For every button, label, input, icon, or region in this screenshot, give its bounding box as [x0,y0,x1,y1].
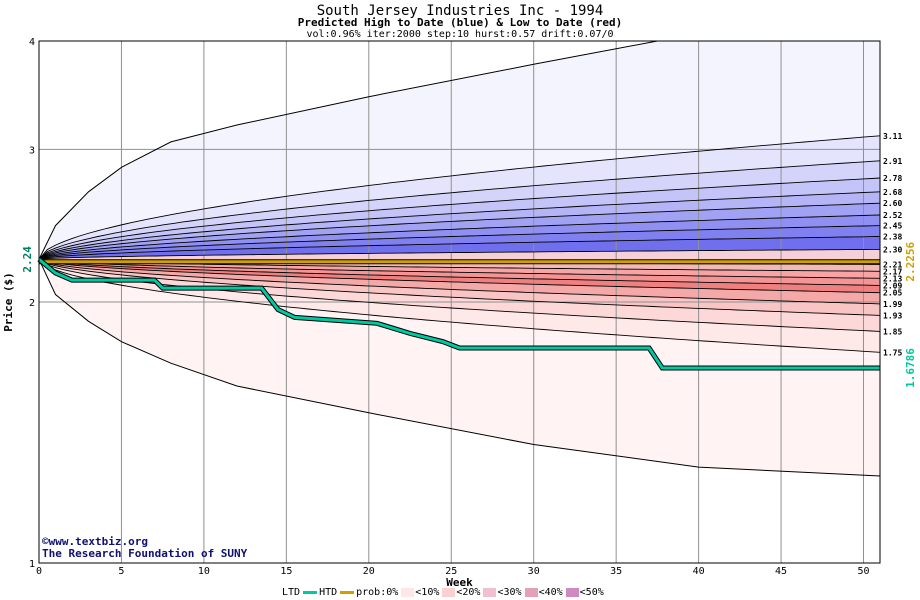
right-label-5: 2.52 [883,211,902,220]
right-label-6: 2.45 [883,222,902,231]
right-label-8: 2.30 [883,245,902,254]
x-tick-45: 45 [775,566,787,577]
right-label-4: 2.60 [883,199,902,208]
y-tick-3: 3 [29,145,35,156]
contour-11 [38,258,881,279]
band-high-3 [39,178,880,260]
start-price-label: 2.24 [21,246,34,273]
band-low-3 [39,259,880,293]
band-high-1 [39,135,880,260]
band-low-7 [39,259,880,353]
x-tick-20: 20 [363,566,375,577]
right-label-13: 2.05 [883,289,902,298]
x-tick-40: 40 [693,566,705,577]
legend-swatch-40 [524,588,538,597]
right-label-12: 2.09 [883,281,902,290]
y-axis-label: Price ($) [2,272,15,332]
legend-ltd-swatch [303,591,318,594]
series-end-label-ltd: 1.6786 [904,348,917,388]
band-high-5 [39,203,880,260]
series-lines [37,257,880,371]
contour-3 [38,191,881,260]
right-label-1: 2.91 [883,157,902,166]
contour-outer-low [38,259,881,477]
contour-1 [38,160,881,260]
chart-title: South Jersey Industries Inc - 1994 [316,3,604,19]
band-high-0 [39,41,880,260]
band-high-2 [39,160,880,260]
band-low-outer [39,259,880,476]
legend-swatch-10 [401,588,415,597]
legend-item-20: <20% [456,587,481,598]
plot-frame [38,40,881,564]
contour-6 [38,225,881,260]
band-high-7 [39,225,880,260]
x-tick-0: 0 [36,566,42,577]
contour-7 [38,236,881,260]
x-tick-25: 25 [445,566,457,577]
series-ltd [38,258,880,370]
band-high-6 [39,215,880,260]
x-tick-15: 15 [280,566,292,577]
right-label-16: 1.85 [883,327,902,336]
legend-item-10: <10% [415,587,440,598]
x-tick-35: 35 [610,566,622,577]
y-tick-2: 2 [29,298,35,309]
x-tick-30: 30 [528,566,540,577]
contour-13 [38,258,881,294]
axis-labels: 0 5 10 15 20 25 30 35 40 45 50 1 2 3 4 Week Price ($) 2.2… [2,37,917,589]
right-label-10: 2.17 [883,267,902,276]
right-label-2: 2.78 [883,174,902,183]
chart-parameters: vol:0.96% iter:2000 step:10 hurst:0.57 d… [306,29,614,40]
band-low-1 [39,259,880,279]
contour-15 [38,258,881,316]
contour-0 [38,135,881,260]
legend-item-40: <40% [538,587,563,598]
contour-4 [38,202,881,260]
legend-item-30: <30% [497,587,522,598]
chart-subtitle: Predicted High to Date (blue) & Low to D… [297,16,623,29]
x-tick-10: 10 [198,566,210,577]
contour-14 [38,258,881,305]
band-low-4 [39,259,880,304]
band-high-8 [39,236,880,260]
legend-ltd-label: LTD [282,587,301,598]
contour-8 [38,248,880,260]
copyright-text: ©www.textbiz.org [42,535,148,548]
x-tick-5: 5 [118,566,124,577]
right-label-11: 2.13 [883,274,902,283]
right-label-14: 1.99 [883,300,902,309]
legend: LTD HTD prob:0% <10% <20% <30% <40% <50% [282,587,605,598]
band-low-5 [39,259,880,316]
probability-bands [39,41,880,476]
contour-12 [38,258,881,286]
y-tick-4: 4 [29,37,35,48]
legend-swatch-20 [442,588,456,597]
right-label-17: 1.75 [883,348,902,357]
right-label-0: 3.11 [883,132,902,141]
right-label-7: 2.38 [883,232,902,241]
legend-prob-label: prob:0% [356,587,399,598]
legend-htd-swatch [340,591,355,594]
band-high-4 [39,191,880,260]
right-label-3: 2.68 [883,188,902,197]
axes [38,40,881,564]
contour-17 [38,258,881,353]
legend-swatch-30 [483,588,497,597]
x-axis-label: Week [446,576,473,589]
band-low-6 [39,259,880,332]
legend-swatch-50 [565,588,579,597]
right-label-15: 1.93 [883,311,902,320]
right-label-9: 2.21 [883,260,902,269]
x-tick-50: 50 [857,566,869,577]
y-tick-1: 1 [29,559,35,570]
legend-htd-label: HTD [319,587,338,598]
organization-text: The Research Foundation of SUNY [42,547,248,560]
contour-2 [38,177,881,260]
series-end-label-htd: 2.2256 [904,242,917,282]
contour-outer-high [38,40,880,260]
legend-item-50: <50% [579,587,604,598]
contour-5 [38,214,881,260]
